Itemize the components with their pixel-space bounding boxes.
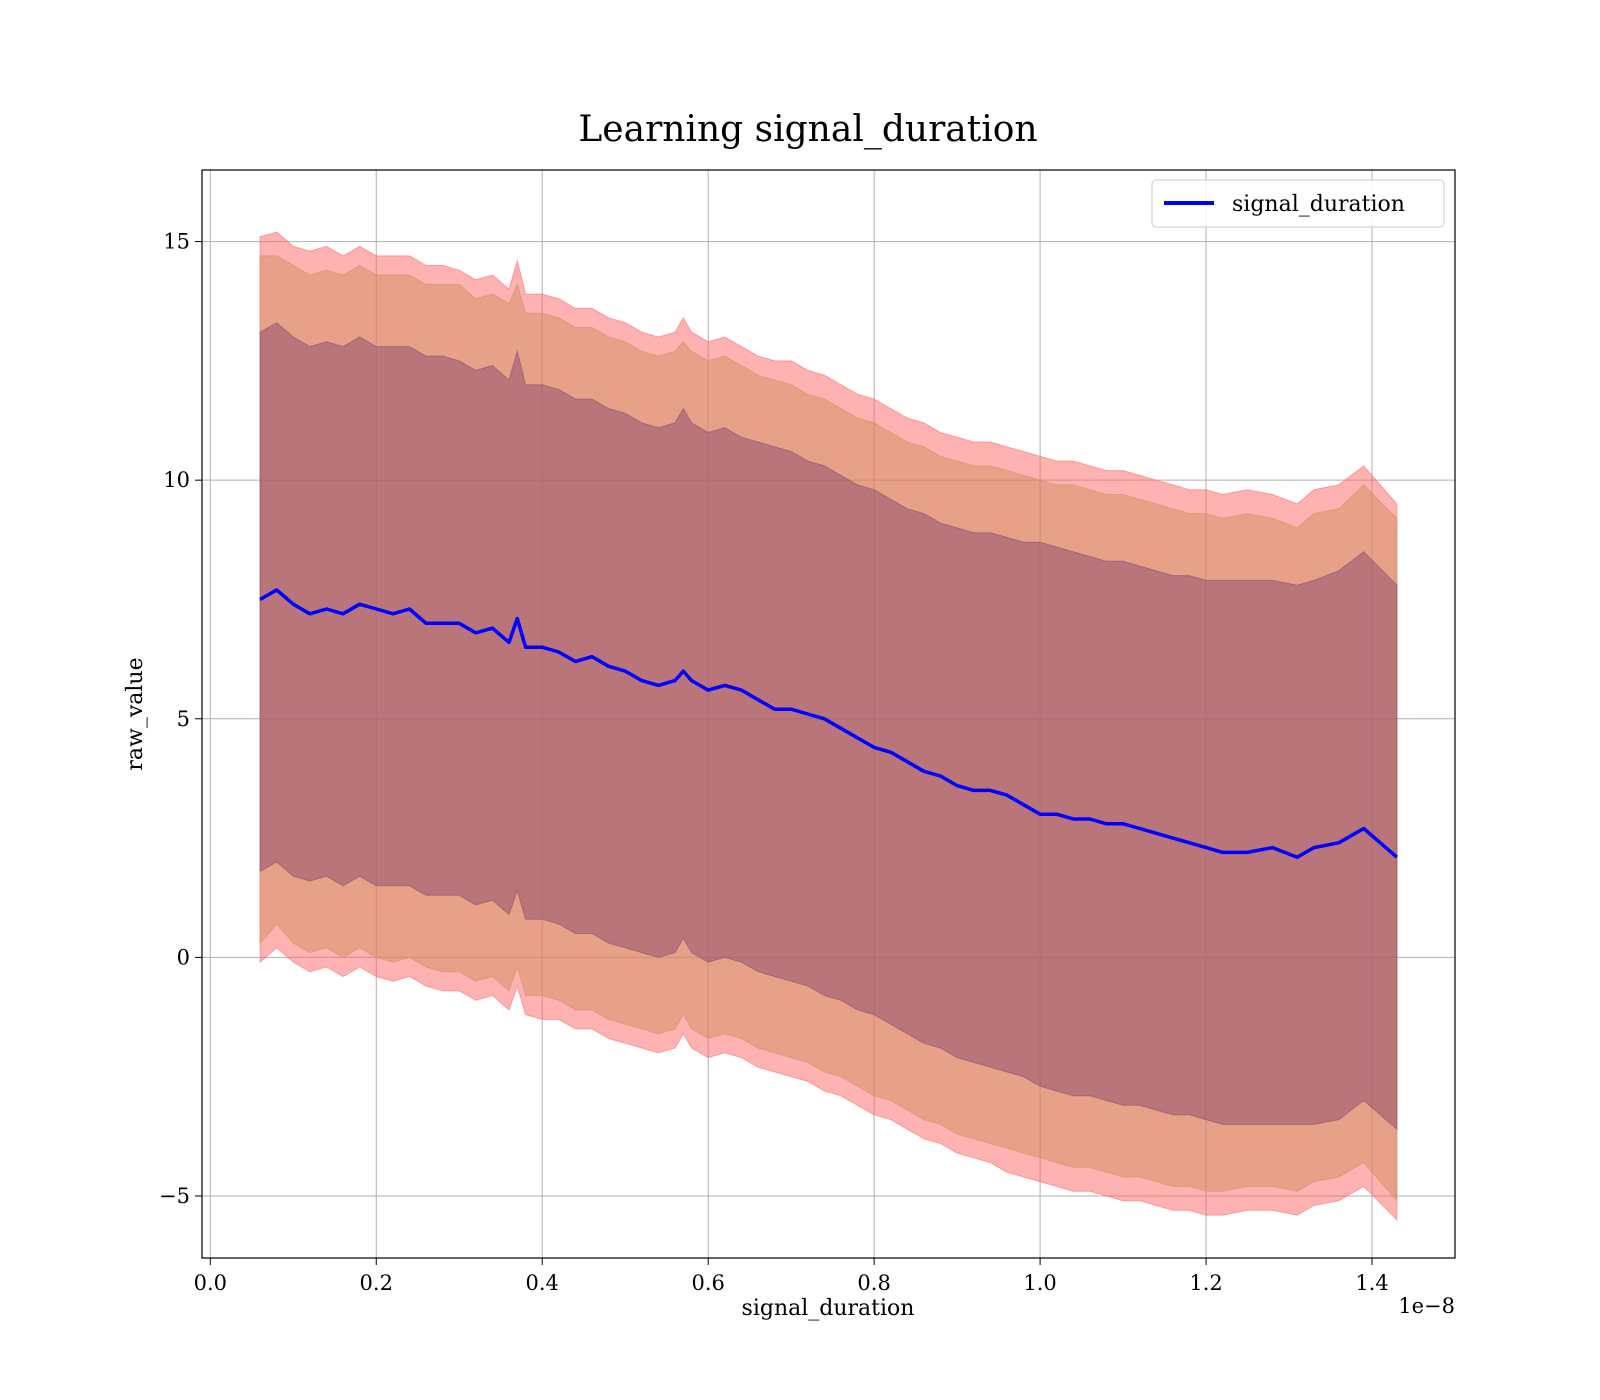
x-axis-label: signal_duration	[742, 1296, 915, 1321]
y-tick-label: 15	[163, 230, 190, 254]
band-inner	[259, 322, 1398, 1131]
legend: signal_duration	[1151, 179, 1445, 228]
x-tick-label: 1.2	[1189, 1271, 1222, 1295]
x-tick-label: 0.2	[360, 1271, 393, 1295]
y-tick-label: 10	[163, 468, 190, 492]
axis-ticks: 0.0 0.2 0.4 0.6 0.8 1.0 1.2 1.4 −5 0 5 10 15	[159, 230, 1389, 1295]
series-lines	[259, 588, 1399, 859]
x-tick-label: 1.0	[1023, 1271, 1056, 1295]
legend-label-signal-duration: signal_duration	[1232, 192, 1405, 217]
chart-title: Learning signal_duration	[578, 109, 1037, 150]
x-tick-label: 0.6	[691, 1271, 724, 1295]
x-tick-label: 0.8	[857, 1271, 890, 1295]
y-axis-label: raw_value	[123, 657, 148, 770]
y-tick-label: 0	[177, 945, 190, 969]
legend-box	[1151, 179, 1445, 228]
x-tick-label: 0.0	[194, 1271, 227, 1295]
confidence-bands	[259, 231, 1398, 1222]
plot-frame	[201, 169, 1456, 1259]
y-tick-label: 5	[177, 707, 190, 731]
x-tick-label: 1.4	[1355, 1271, 1388, 1295]
series-line-signal-duration	[259, 588, 1399, 859]
y-tick-label: −5	[159, 1184, 190, 1208]
x-axis-offset-label: 1e−8	[1398, 1294, 1455, 1318]
x-tick-label: 0.4	[526, 1271, 559, 1295]
